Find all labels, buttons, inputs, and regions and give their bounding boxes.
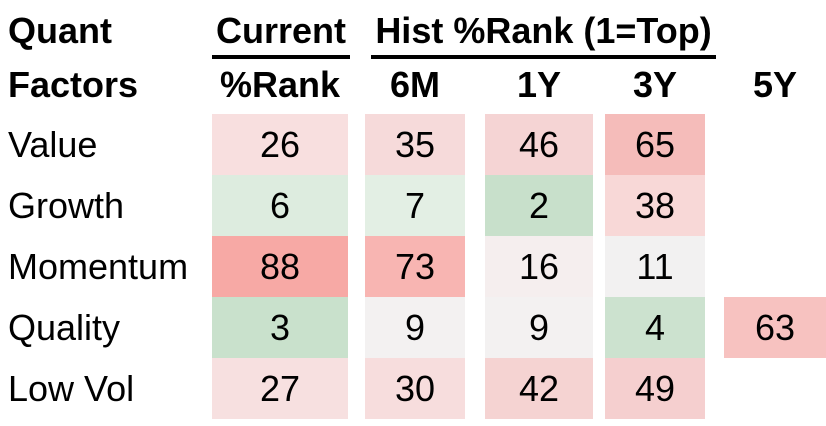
heatmap-cell-empty xyxy=(724,236,826,297)
table-row-growth: Growth 6 7 2 38 xyxy=(0,175,826,236)
row-header-title-line2: Factors xyxy=(8,64,139,105)
group-header-current-label: Current xyxy=(212,8,351,59)
row-header-title-line1: Quant xyxy=(8,10,112,51)
heatmap-cell: 9 xyxy=(485,297,593,358)
table-row-low-vol: Low Vol 27 30 42 49 xyxy=(0,358,826,419)
group-header-hist: Hist %Rank (1=Top) xyxy=(365,6,722,59)
heatmap-cell: 26 xyxy=(212,114,348,175)
group-header-current: Current xyxy=(212,6,351,59)
heatmap-cell: 11 xyxy=(605,236,705,297)
heatmap-cell: 35 xyxy=(365,114,465,175)
heatmap-cell: 49 xyxy=(605,358,705,419)
heatmap-cell: 46 xyxy=(485,114,593,175)
heatmap-cell-empty xyxy=(724,358,826,419)
column-header-6m: 6M xyxy=(389,64,440,105)
heatmap-cell: 9 xyxy=(365,297,465,358)
heatmap-cell: 27 xyxy=(212,358,348,419)
column-header-5y: 5Y xyxy=(752,64,798,105)
heatmap-cell: 30 xyxy=(365,358,465,419)
row-label: Quality xyxy=(8,307,121,348)
column-header-1y: 1Y xyxy=(516,64,562,105)
heatmap-cell: 73 xyxy=(365,236,465,297)
heatmap-cell: 38 xyxy=(605,175,705,236)
row-label: Low Vol xyxy=(8,368,135,409)
heatmap-cell: 4 xyxy=(605,297,705,358)
table-row-momentum: Momentum 88 73 16 11 xyxy=(0,236,826,297)
row-label: Momentum xyxy=(8,246,189,287)
table-row-quality: Quality 3 9 9 4 63 xyxy=(0,297,826,358)
heatmap-cell: 7 xyxy=(365,175,465,236)
heatmap-cell: 63 xyxy=(724,297,826,358)
heatmap-cell-empty xyxy=(724,114,826,175)
heatmap-cell-empty xyxy=(724,175,826,236)
heatmap-cell: 16 xyxy=(485,236,593,297)
table-row-value: Value 26 35 46 65 xyxy=(0,114,826,175)
heatmap-cell: 88 xyxy=(212,236,348,297)
column-header-percent-rank: %Rank xyxy=(219,64,341,105)
column-header-3y: 3Y xyxy=(632,64,678,105)
group-header-hist-label: Hist %Rank (1=Top) xyxy=(371,8,716,59)
heatmap-cell: 2 xyxy=(485,175,593,236)
table-column-header-row: Factors %Rank 6M 1Y 3Y 5Y xyxy=(0,60,826,114)
heatmap-cell: 65 xyxy=(605,114,705,175)
row-label: Value xyxy=(8,124,98,165)
heatmap-cell: 42 xyxy=(485,358,593,419)
row-label: Growth xyxy=(8,185,125,226)
heatmap-cell: 6 xyxy=(212,175,348,236)
table-header-group-row: Quant Current Hist %Rank (1=Top) xyxy=(0,6,826,60)
heatmap-cell: 3 xyxy=(212,297,348,358)
